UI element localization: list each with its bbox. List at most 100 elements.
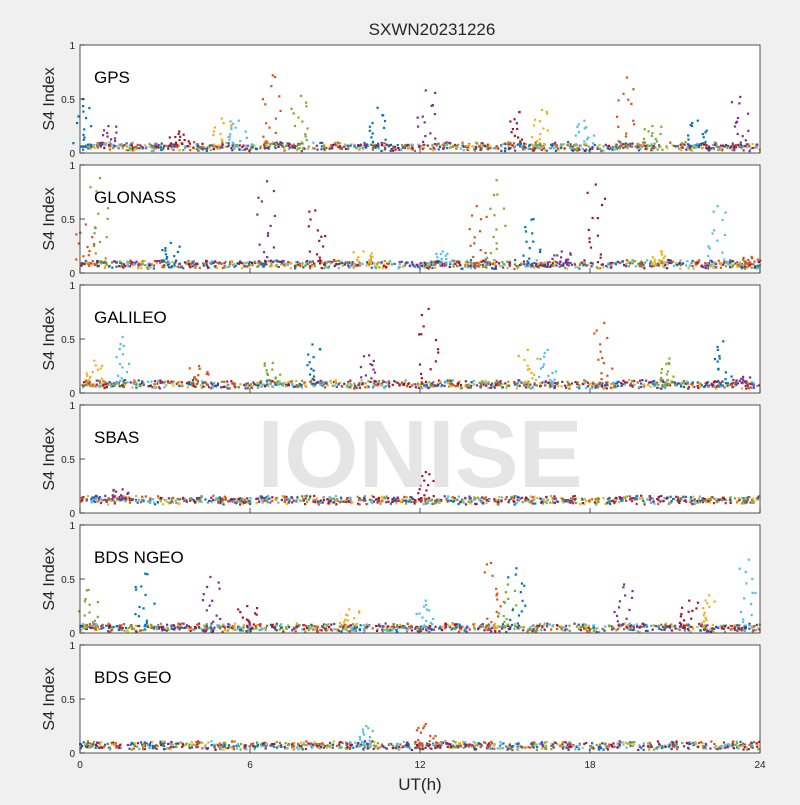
data-point: [439, 380, 441, 382]
data-point: [177, 503, 179, 505]
data-point: [740, 144, 742, 146]
data-point: [188, 264, 190, 266]
data-point: [470, 385, 472, 387]
data-point: [114, 502, 116, 504]
data-point: [372, 149, 374, 151]
data-point: [729, 147, 731, 149]
data-point: [539, 142, 541, 144]
data-point: [202, 386, 204, 388]
data-point: [135, 387, 137, 389]
data-point: [160, 146, 162, 148]
data-point: [655, 625, 657, 627]
data-point: [272, 74, 274, 76]
data-point: [719, 357, 721, 359]
data-point: [699, 495, 701, 497]
data-point: [100, 142, 102, 144]
data-point: [142, 500, 144, 502]
data-point: [80, 265, 82, 267]
data-point: [654, 258, 656, 260]
data-point: [647, 498, 649, 500]
data-point: [726, 147, 728, 149]
data-point: [458, 631, 460, 633]
data-point: [375, 625, 377, 627]
data-point: [737, 382, 739, 384]
data-point: [655, 138, 657, 140]
data-point: [86, 375, 88, 377]
data-point: [696, 143, 698, 145]
data-point: [196, 498, 198, 500]
data-point: [295, 264, 297, 266]
data-point: [725, 382, 727, 384]
data-point: [171, 500, 173, 502]
data-point: [540, 367, 542, 369]
data-point: [675, 627, 677, 629]
data-point: [600, 351, 602, 353]
data-point: [612, 382, 614, 384]
data-point: [353, 267, 355, 269]
data-point: [525, 386, 527, 388]
data-point: [729, 499, 731, 501]
data-point: [737, 117, 739, 119]
data-point: [689, 265, 691, 267]
data-point: [732, 260, 734, 262]
data-point: [462, 143, 464, 145]
data-point: [146, 146, 148, 148]
data-point: [217, 501, 219, 503]
data-point: [624, 384, 626, 386]
data-point: [495, 145, 497, 147]
data-point: [99, 177, 101, 179]
data-point: [223, 386, 225, 388]
data-point: [715, 266, 717, 268]
data-point: [335, 264, 337, 266]
data-point: [265, 122, 267, 124]
data-point: [507, 145, 509, 147]
data-point: [658, 387, 660, 389]
data-point: [244, 149, 246, 151]
data-point: [418, 333, 420, 335]
data-point: [671, 500, 673, 502]
data-point: [531, 377, 533, 379]
data-point: [609, 625, 611, 627]
data-point: [715, 626, 717, 628]
data-point: [454, 385, 456, 387]
data-point: [446, 147, 448, 149]
data-point: [102, 134, 104, 136]
data-point: [578, 123, 580, 125]
data-point: [544, 629, 546, 631]
data-point: [436, 256, 438, 258]
data-point: [122, 336, 124, 338]
data-point: [88, 107, 90, 109]
data-point: [360, 366, 362, 368]
data-point: [246, 137, 248, 139]
data-point: [687, 148, 689, 150]
data-point: [98, 380, 100, 382]
data-point: [625, 265, 627, 267]
data-point: [497, 625, 499, 627]
data-point: [105, 263, 107, 265]
data-point: [725, 371, 727, 373]
data-point: [754, 267, 756, 269]
data-point: [601, 385, 603, 387]
data-point: [634, 260, 636, 262]
data-point: [179, 246, 181, 248]
data-point: [377, 107, 379, 109]
data-point: [213, 143, 215, 145]
data-point: [399, 263, 401, 265]
data-point: [363, 628, 365, 630]
data-point: [499, 380, 501, 382]
data-point: [720, 267, 722, 269]
data-point: [341, 385, 343, 387]
data-point: [510, 131, 512, 133]
data-point: [164, 250, 166, 252]
data-point: [311, 261, 313, 263]
data-point: [369, 381, 371, 383]
data-point: [278, 95, 280, 97]
data-point: [514, 150, 516, 152]
data-point: [280, 263, 282, 265]
data-point: [660, 495, 662, 497]
data-point: [388, 385, 390, 387]
data-point: [661, 368, 663, 370]
data-point: [479, 149, 481, 151]
data-point: [432, 263, 434, 265]
